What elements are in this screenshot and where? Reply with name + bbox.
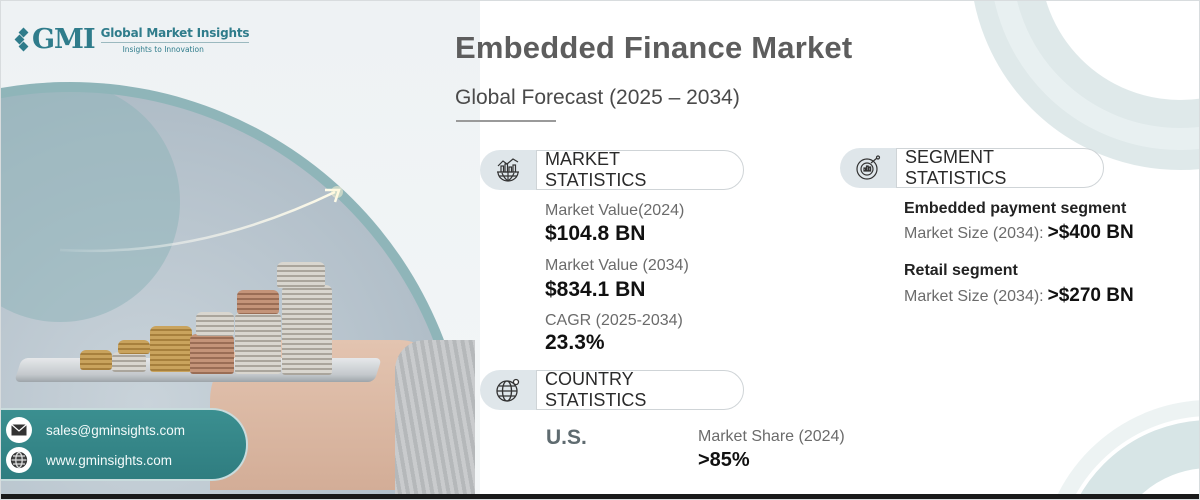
contact-email[interactable]: sales@gminsights.com (6, 417, 185, 443)
market-statistics-heading: MARKET STATISTICS (536, 149, 744, 190)
chart-globe-icon (480, 150, 536, 190)
country-statistics-heading: COUNTRY STATISTICS (536, 369, 744, 410)
segment-size-label: Market Size (2034): (904, 288, 1044, 305)
title-divider (456, 120, 556, 122)
segment-title-retail: Retail segment (904, 262, 1018, 279)
market-share-value: >85% (698, 449, 750, 471)
logo-mark: GMI (14, 24, 96, 55)
segment-size-label: Market Size (2034): (904, 225, 1044, 242)
coin-stack (237, 290, 279, 314)
segment-line-embedded-payment: Market Size (2034): >$400 BN (904, 222, 1134, 244)
market-statistics-header: MARKET STATISTICS (480, 149, 744, 190)
gmi-logo: GMI Global Market Insights Insights to I… (14, 24, 250, 55)
segment-line-retail: Market Size (2034): >$270 BN (904, 285, 1134, 307)
contact-website[interactable]: www.gminsights.com (6, 447, 172, 473)
market-value-2034-label: Market Value (2034) (545, 257, 689, 274)
growth-arrow-icon (59, 186, 343, 253)
coin-stack (190, 334, 234, 374)
globe-icon (6, 447, 32, 473)
coin-stack (118, 340, 150, 354)
coin-stack (196, 312, 234, 336)
envelope-icon (6, 417, 32, 443)
brand-tagline: Insights to Innovation (122, 44, 204, 54)
coin-stack (277, 262, 325, 288)
market-share-label: Market Share (2024) (698, 428, 845, 445)
email-link[interactable]: sales@gminsights.com (46, 422, 186, 438)
page-title: Embedded Finance Market (455, 30, 853, 65)
website-link[interactable]: www.gminsights.com (46, 452, 173, 468)
segment-statistics-heading: SEGMENT STATISTICS (896, 147, 1104, 188)
segment-size-value: >$400 BN (1047, 222, 1134, 243)
cagr-label: CAGR (2025-2034) (545, 312, 683, 329)
coin-stack (282, 285, 332, 375)
logo-diamonds-icon (14, 27, 30, 51)
market-value-2024-label: Market Value(2024) (545, 202, 685, 219)
cagr-value: 23.3% (545, 331, 605, 354)
contact-box: sales@gminsights.com www.gminsights.com (0, 408, 248, 481)
market-value-2024-value: $104.8 BN (545, 222, 646, 245)
segment-statistics-header: SEGMENT STATISTICS (840, 147, 1104, 188)
market-value-2034-value: $834.1 BN (545, 278, 646, 301)
page-subtitle: Global Forecast (2025 – 2034) (455, 86, 740, 109)
sleeve-image (395, 340, 475, 500)
country-name: U.S. (546, 426, 587, 449)
logo-gmi-text: GMI (32, 24, 96, 55)
country-statistics-header: COUNTRY STATISTICS (480, 369, 744, 410)
target-chart-icon (840, 148, 896, 188)
segment-title-embedded-payment: Embedded payment segment (904, 200, 1127, 217)
coin-stack (150, 326, 192, 372)
globe-pin-icon (480, 370, 536, 410)
coin-stack (80, 350, 112, 370)
brand-name: Global Market Insights (100, 26, 250, 43)
bottom-border (0, 494, 1200, 500)
coin-stack (235, 312, 281, 374)
segment-size-value: >$270 BN (1047, 285, 1134, 306)
coin-stack (112, 352, 146, 372)
